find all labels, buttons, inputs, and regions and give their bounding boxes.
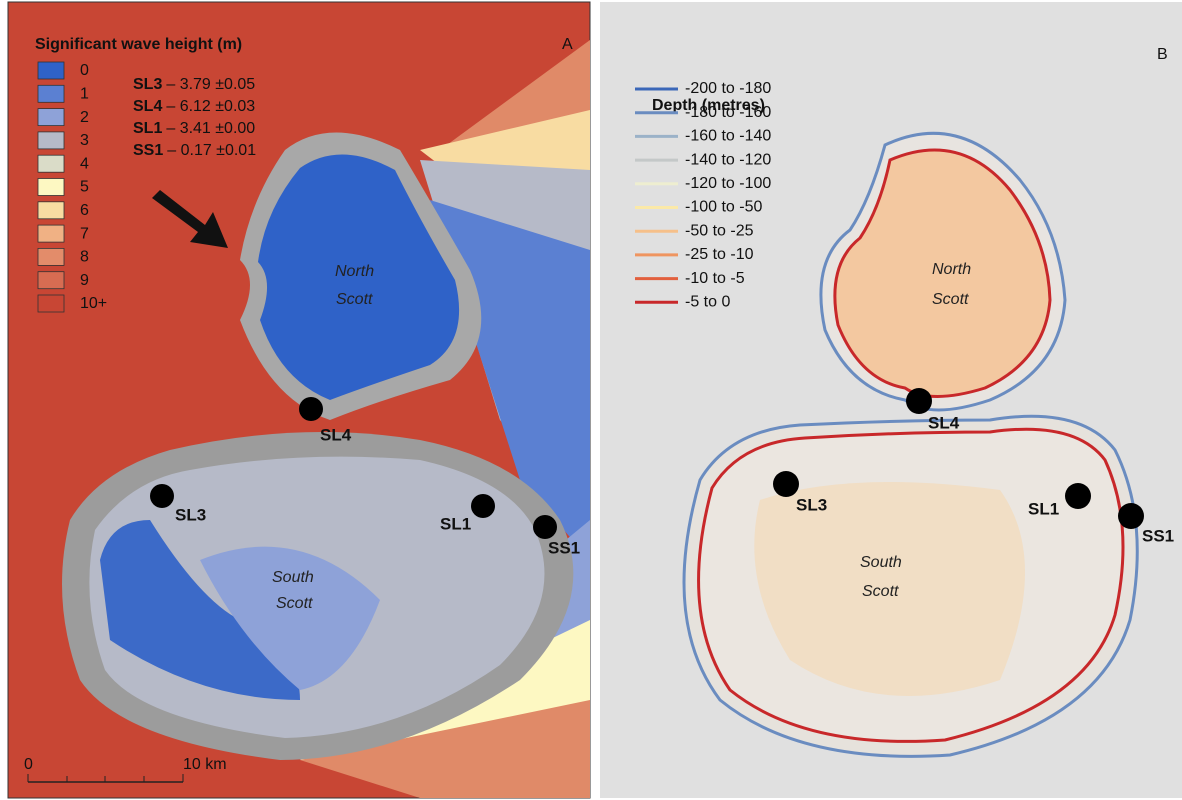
legend-label: 10+	[80, 295, 107, 312]
stat-site: SL1	[133, 120, 162, 137]
legend-label: 9	[80, 272, 89, 289]
island-label: South	[272, 569, 314, 586]
island-label: North	[335, 263, 374, 280]
site-marker	[471, 494, 495, 518]
legend-label: 3	[80, 132, 89, 149]
island-label: Scott	[336, 291, 373, 308]
legend-label: -140 to -120	[685, 151, 771, 168]
legend-label: 6	[80, 202, 89, 219]
stat-value: – 6.12 ±0.03	[166, 98, 255, 115]
site-marker	[299, 397, 323, 421]
site-label: SL1	[440, 514, 471, 533]
island-label: North	[932, 261, 971, 278]
stat-line: SL4– 6.12 ±0.03	[133, 98, 255, 115]
panel-a: Significant wave height (m) A North Scot…	[8, 2, 590, 798]
stat-line: SL3– 3.79 ±0.05	[133, 76, 255, 93]
scale-label: 0	[24, 756, 33, 773]
legend-swatch	[38, 109, 64, 126]
site-label: SL1	[1028, 499, 1059, 518]
legend-swatch	[38, 272, 64, 289]
island-label: Scott	[862, 583, 899, 600]
legend-swatch	[38, 295, 64, 312]
legend-label: 7	[80, 225, 89, 242]
stat-site: SL4	[133, 98, 162, 115]
legend-label: -180 to -160	[685, 104, 771, 121]
site-marker	[150, 484, 174, 508]
figure: Significant wave height (m) A North Scot…	[0, 0, 1182, 800]
legend-label: 2	[80, 109, 89, 126]
site-marker	[1118, 503, 1144, 529]
site-label: SL4	[320, 425, 352, 444]
legend-swatch	[38, 248, 64, 265]
island-label: Scott	[276, 595, 313, 612]
island-label: Scott	[932, 291, 969, 308]
legend-swatch	[38, 85, 64, 102]
legend-swatch	[38, 155, 64, 172]
panel-letter: A	[562, 36, 573, 53]
stat-site: SS1	[133, 142, 163, 159]
site-marker	[773, 471, 799, 497]
scale-label: 10 km	[183, 756, 227, 773]
stat-line: SS1– 0.17 ±0.01	[133, 142, 256, 159]
legend-label: -120 to -100	[685, 175, 771, 192]
site-label: SL4	[928, 413, 960, 432]
legend-swatch	[38, 179, 64, 196]
legend-label: -200 to -180	[685, 80, 771, 97]
site-marker	[1065, 483, 1091, 509]
legend-label: -10 to -5	[685, 270, 745, 287]
island-label: South	[860, 554, 902, 571]
stat-line: SL1– 3.41 ±0.00	[133, 120, 255, 137]
legend-label: -5 to 0	[685, 294, 730, 311]
site-marker	[906, 388, 932, 414]
panel-b: Depth (metres) B North Scott South Scott…	[600, 2, 1182, 798]
legend-label: -100 to -50	[685, 199, 762, 216]
legend-label: 8	[80, 249, 89, 266]
panel-letter: B	[1157, 46, 1168, 63]
legend-swatch	[38, 202, 64, 219]
site-marker	[533, 515, 557, 539]
site-label: SS1	[1142, 526, 1174, 545]
panel-title: Significant wave height (m)	[35, 36, 242, 53]
stat-value: – 0.17 ±0.01	[167, 142, 256, 159]
stat-value: – 3.41 ±0.00	[166, 120, 255, 137]
legend-label: 0	[80, 62, 89, 79]
stat-site: SL3	[133, 76, 162, 93]
legend-swatch	[38, 62, 64, 79]
site-label: SS1	[548, 538, 580, 557]
legend-label: 4	[80, 155, 89, 172]
legend-swatch	[38, 132, 64, 149]
legend-label: 1	[80, 86, 89, 103]
legend-label: -50 to -25	[685, 222, 754, 239]
site-label: SL3	[796, 495, 827, 514]
legend-label: 5	[80, 179, 89, 196]
legend-label: -160 to -140	[685, 128, 771, 145]
legend-label: -25 to -10	[685, 246, 754, 263]
legend-swatch	[38, 225, 64, 242]
site-label: SL3	[175, 505, 206, 524]
stat-value: – 3.79 ±0.05	[166, 76, 255, 93]
